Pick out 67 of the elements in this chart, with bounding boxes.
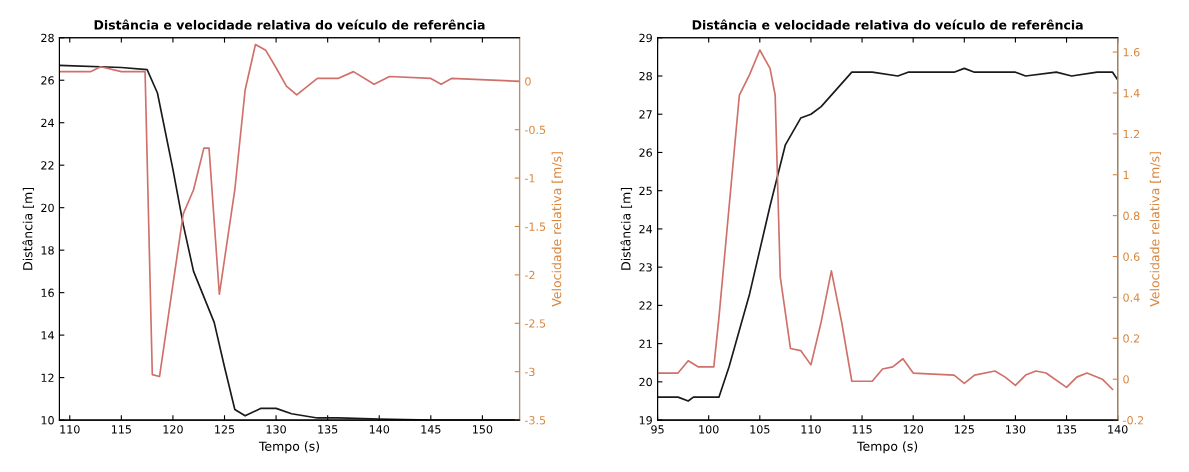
- y-tick-label: 27: [639, 110, 652, 119]
- y-tick-label: 26: [639, 148, 653, 157]
- y2-tick-label: -2: [524, 270, 535, 280]
- x-tick-label: 130: [1006, 425, 1026, 434]
- y2-tick-label: 1: [1123, 170, 1129, 179]
- y2-tick-label: -3: [524, 367, 535, 377]
- y2-tick-label: -1.5: [524, 222, 546, 231]
- y2-axis-title: Velocidade relativa [m/s]: [1149, 152, 1161, 307]
- y-tick-label: 12: [41, 373, 54, 382]
- x-tick-label: 145: [421, 425, 441, 434]
- x-tick-label: 110: [60, 425, 80, 434]
- y2-tick-label: 1.6: [1123, 48, 1140, 57]
- y-tick-label: 18: [41, 246, 54, 255]
- y-tick-label: 28: [41, 33, 54, 43]
- x-axis-title: Tempo (s): [258, 441, 320, 454]
- y-tick-label: 23: [639, 263, 652, 272]
- x-tick-label: 140: [1108, 425, 1128, 434]
- x-tick-label: 135: [1057, 425, 1077, 434]
- y2-tick-label: 0: [525, 77, 531, 86]
- y-tick-label: 22: [639, 301, 652, 310]
- y-tick-label: 19: [639, 416, 652, 425]
- x-tick-label: 130: [266, 425, 286, 434]
- y-tick-label: 28: [639, 71, 652, 81]
- y-tick-label: 14: [41, 331, 54, 340]
- chart-title: Distância e velocidade relativa do veículo de referência: [692, 19, 1083, 30]
- y2-tick-label: 0.4: [1123, 293, 1140, 302]
- y2-tick-label: -3.5: [524, 416, 546, 425]
- x-tick-label: 115: [852, 425, 872, 434]
- y2-tick-label: -1: [524, 174, 535, 183]
- y-tick-label: 24: [639, 224, 653, 234]
- y2-tick-label: -0.5: [524, 125, 546, 135]
- line-series: [59, 43, 520, 378]
- y-tick-label: 10: [41, 416, 54, 425]
- x-tick-label: 135: [318, 425, 338, 434]
- x-tick-label: 140: [369, 425, 390, 434]
- chart-title: Distância e velocidade relativa do veículo de referência: [94, 19, 485, 30]
- y-tick-label: 25: [639, 186, 652, 196]
- x-tick-label: 120: [903, 425, 924, 434]
- x-tick-label: 110: [801, 425, 821, 434]
- y-axis-title: Distância [m]: [22, 187, 34, 270]
- x-tick-label: 100: [699, 425, 719, 434]
- y2-tick-label: 0.2: [1123, 334, 1140, 343]
- x-tick-label: 115: [111, 425, 131, 434]
- y2-tick-label: 0.6: [1123, 252, 1140, 261]
- y2-tick-label: -0.2: [1123, 416, 1144, 425]
- x-tick-label: 95: [651, 425, 664, 434]
- x-tick-label: 125: [954, 425, 974, 434]
- y2-axis-title: Velocidade relativa [m/s]: [551, 152, 563, 307]
- y2-tick-label: 0.8: [1123, 211, 1140, 221]
- x-tick-label: 120: [163, 425, 183, 434]
- y-tick-label: 29: [639, 33, 652, 43]
- y-tick-label: 22: [41, 161, 54, 170]
- x-tick-label: 105: [750, 425, 770, 434]
- x-axis-title: Tempo (s): [856, 441, 918, 454]
- y-axis-title: Distância [m]: [620, 187, 633, 270]
- x-tick-label: 150: [473, 425, 493, 434]
- y2-tick-label: 0: [1123, 375, 1129, 384]
- y2-tick-label: 1.4: [1123, 89, 1140, 98]
- y2-tick-label: 1.2: [1123, 129, 1140, 139]
- y-tick-label: 21: [639, 339, 652, 348]
- y-tick-label: 20: [639, 377, 652, 387]
- y-tick-label: 26: [41, 76, 54, 85]
- y2-tick-label: -2.5: [524, 319, 546, 328]
- y-tick-label: 20: [41, 203, 54, 213]
- x-tick-label: 125: [215, 425, 235, 434]
- y-tick-label: 24: [41, 118, 54, 127]
- y-tick-label: 16: [41, 288, 54, 298]
